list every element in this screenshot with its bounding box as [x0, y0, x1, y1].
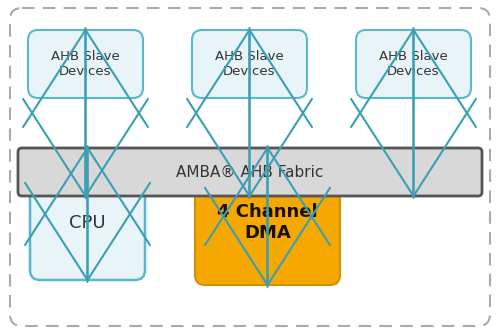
FancyBboxPatch shape — [356, 30, 471, 98]
Text: CPU: CPU — [69, 213, 106, 231]
Text: AHB Slave
Devices: AHB Slave Devices — [379, 50, 448, 78]
FancyBboxPatch shape — [30, 165, 145, 280]
Text: 4 Channel
DMA: 4 Channel DMA — [217, 203, 318, 242]
FancyBboxPatch shape — [192, 30, 307, 98]
Text: AHB Slave
Devices: AHB Slave Devices — [51, 50, 120, 78]
Text: AMBA® AHB Fabric: AMBA® AHB Fabric — [176, 165, 324, 179]
Text: AHB Slave
Devices: AHB Slave Devices — [215, 50, 284, 78]
FancyBboxPatch shape — [195, 160, 340, 285]
FancyBboxPatch shape — [28, 30, 143, 98]
FancyBboxPatch shape — [18, 148, 482, 196]
